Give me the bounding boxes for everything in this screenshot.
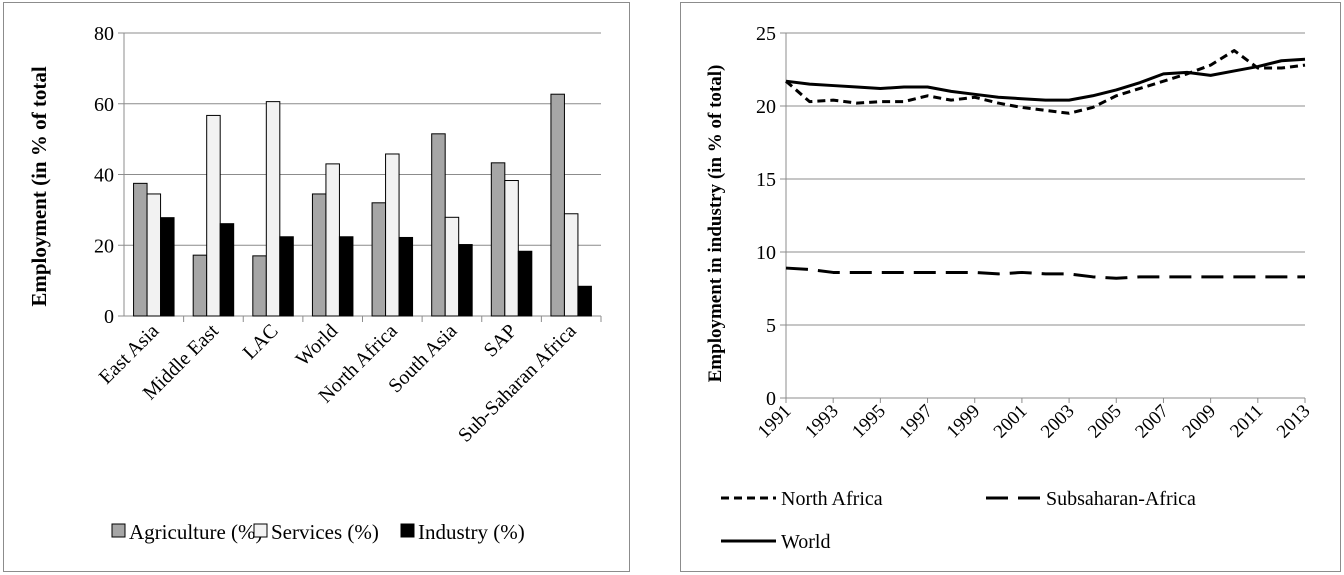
x-tick-label: 1993 — [801, 401, 843, 443]
x-tick-label: 2005 — [1084, 401, 1126, 443]
y-axis-title: Employment in industry (in % of total) — [705, 65, 726, 383]
bar — [563, 213, 579, 317]
x-tick-label: 2003 — [1037, 401, 1079, 443]
y-tick-label: 0 — [766, 388, 776, 410]
bar — [517, 250, 533, 317]
line-chart-svg: 0 5 10 15 20 25 Employment in industry (in % o… — [705, 23, 1315, 553]
x-tick-label: LAC — [239, 320, 283, 364]
bar — [504, 180, 519, 317]
x-tick-label: World — [292, 320, 343, 371]
x-tick-label: 1997 — [895, 401, 937, 443]
bar — [550, 93, 565, 317]
legend-label: North Africa — [781, 488, 883, 510]
x-tick-label: 2007 — [1131, 401, 1173, 443]
bar — [325, 163, 340, 317]
y-tick-label: 20 — [94, 235, 114, 257]
x-tick-label: 1999 — [943, 401, 985, 443]
bar — [444, 216, 460, 317]
legend-swatch — [400, 523, 415, 538]
bar — [371, 202, 387, 317]
x-tick-label: 2009 — [1178, 401, 1220, 443]
legend-label: Industry (%) — [418, 520, 525, 544]
legend-label: World — [781, 531, 831, 553]
bar — [279, 236, 294, 317]
bar — [398, 236, 414, 317]
x-tick-label: 2013 — [1273, 401, 1315, 443]
bar — [219, 223, 235, 317]
bar — [577, 285, 592, 317]
bar — [252, 255, 267, 317]
x-tick-label: SAP — [480, 320, 522, 362]
y-tick-label: 80 — [94, 23, 114, 45]
series-line — [785, 57, 1306, 102]
x-tick-label: 2001 — [990, 401, 1032, 443]
bar — [265, 101, 281, 317]
y-tick-label: 60 — [94, 94, 114, 116]
bar — [458, 244, 473, 317]
series-line — [785, 49, 1306, 115]
y-tick-label: 25 — [756, 23, 776, 45]
y-tick-label: 10 — [756, 242, 776, 264]
legend-swatch — [253, 523, 268, 538]
industry-employment-line-chart: 0 5 10 15 20 25 Employment in industry (in % o… — [680, 2, 1341, 572]
y-tick-label: 0 — [104, 306, 114, 328]
bar — [490, 162, 506, 317]
legend-label: Subsaharan-Africa — [1046, 488, 1196, 510]
bar — [146, 193, 162, 317]
legend-label: Agriculture (%) — [129, 520, 263, 544]
y-tick-label: 20 — [756, 96, 776, 118]
employment-by-sector-chart: 0 20 40 60 80 Employment (in % of total East A… — [3, 2, 630, 572]
y-tick-label: 40 — [94, 165, 114, 187]
x-tick-label: 2011 — [1226, 401, 1267, 442]
bar — [311, 193, 327, 317]
series-line — [785, 266, 1305, 280]
y-tick-label: 5 — [766, 315, 776, 337]
y-axis-title: Employment (in % of total — [27, 66, 51, 306]
legend-label: Services (%) — [271, 520, 379, 544]
bar — [431, 133, 446, 317]
y-tick-label: 15 — [756, 169, 776, 191]
bar — [338, 236, 354, 317]
bar — [385, 153, 400, 317]
legend-swatch — [111, 523, 126, 538]
bar — [160, 217, 175, 317]
bar — [133, 182, 148, 317]
bar — [192, 254, 208, 317]
bar — [206, 114, 221, 317]
x-tick-label: 1991 — [754, 401, 796, 443]
x-tick-label: 1995 — [848, 401, 890, 443]
